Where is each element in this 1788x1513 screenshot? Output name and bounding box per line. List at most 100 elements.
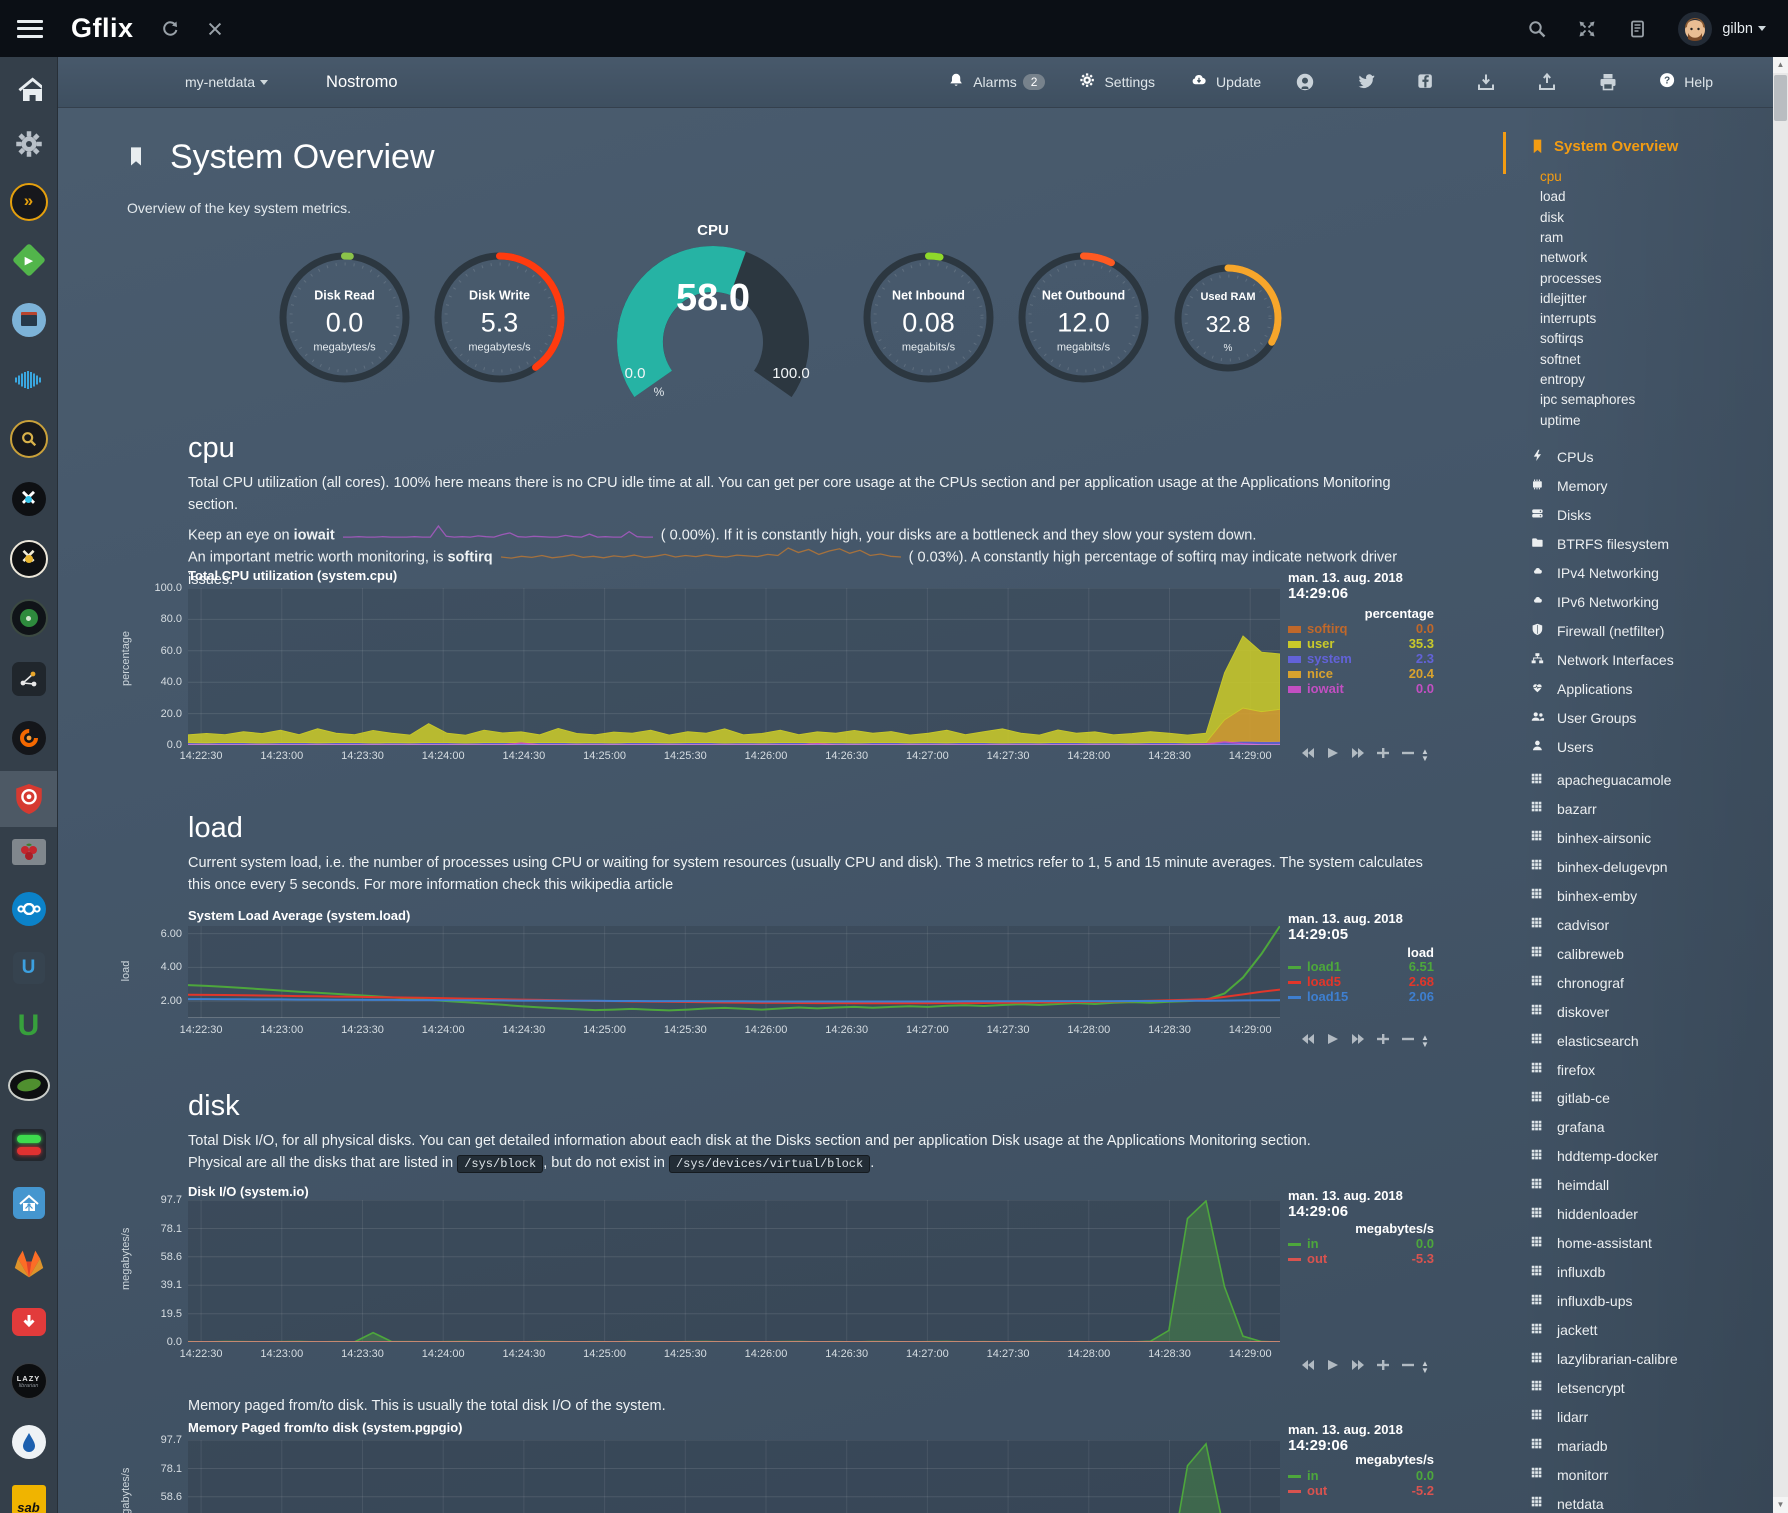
sidebar-app-influxdb-ups[interactable]: influxdb-ups (1530, 1293, 1633, 1309)
legend-item-user[interactable]: user (1288, 636, 1334, 651)
hamburger-icon[interactable] (17, 20, 43, 38)
gauge-net-outbound[interactable]: Net Outbound 12.0 megabits/s (1016, 250, 1151, 385)
duplicati-icon[interactable] (0, 1414, 57, 1470)
chart-rewind-button[interactable] (1302, 1034, 1314, 1044)
chart-canvas[interactable] (188, 1440, 1280, 1513)
sidebar-app-binhex-delugevpn[interactable]: binhex-delugevpn (1530, 859, 1668, 875)
sidebar-link-cpu[interactable]: cpu (1540, 169, 1562, 184)
chart-rewind-button[interactable] (1302, 748, 1314, 758)
home-icon[interactable] (0, 61, 57, 117)
sidebar-app-calibreweb[interactable]: calibreweb (1530, 946, 1624, 962)
chart-zoom-out-button[interactable] (1402, 1034, 1414, 1044)
legend-item-load15[interactable]: load15 (1288, 989, 1348, 1004)
home-assistant-icon[interactable] (0, 1175, 57, 1231)
chart-canvas[interactable] (188, 588, 1280, 745)
sidebar-link-network[interactable]: network (1540, 250, 1587, 265)
facebook-icon[interactable] (1417, 73, 1442, 91)
gauge-net-inbound[interactable]: Net Inbound 0.08 megabits/s (861, 250, 996, 385)
lazylibrarian-icon[interactable]: LAZYlibrarian (0, 1353, 57, 1409)
chart-zoom-out-button[interactable] (1402, 1360, 1414, 1370)
sidebar-section-ipv4-networking[interactable]: IPv4 Networking (1530, 565, 1659, 581)
sidebar-app-mariadb[interactable]: mariadb (1530, 1438, 1608, 1454)
user-menu[interactable]: gilbn (1722, 21, 1753, 37)
chart-canvas[interactable] (188, 926, 1280, 1018)
sidebar-app-jackett[interactable]: jackett (1530, 1322, 1597, 1338)
avatar[interactable] (1677, 11, 1713, 47)
sidebar-link-softnet[interactable]: softnet (1540, 352, 1581, 367)
sidebar-section-disks[interactable]: Disks (1530, 507, 1591, 523)
sidebar-link-uptime[interactable]: uptime (1540, 413, 1581, 428)
legend-item-out[interactable]: out (1288, 1483, 1327, 1498)
chart-play-button[interactable] (1327, 1034, 1339, 1044)
sidebar-app-grafana[interactable]: grafana (1530, 1119, 1604, 1135)
scrollbar-thumb[interactable] (1774, 75, 1787, 121)
airsonic-icon[interactable] (0, 352, 57, 408)
sidebar-link-ipc-semaphores[interactable]: ipc semaphores (1540, 392, 1635, 407)
settings-button[interactable]: Settings (1079, 72, 1155, 93)
downloader-icon[interactable] (0, 1294, 57, 1350)
close-icon[interactable] (206, 20, 224, 38)
sidebar-section-cpus[interactable]: CPUs (1530, 449, 1594, 465)
sidebar-link-interrupts[interactable]: interrupts (1540, 311, 1596, 326)
monitorr-icon[interactable] (0, 1117, 57, 1173)
sidebar-link-disk[interactable]: disk (1540, 210, 1564, 225)
sidebar-app-binhex-emby[interactable]: binhex-emby (1530, 888, 1637, 904)
chart-fast-forward-button[interactable] (1352, 1034, 1364, 1044)
sidebar-header-system-overview[interactable]: System Overview (1530, 137, 1678, 155)
chart-zoom-in-button[interactable] (1377, 1360, 1389, 1370)
search-icon[interactable] (1527, 19, 1547, 39)
unifi-icon[interactable]: U (0, 940, 57, 996)
chart-resize-handle[interactable]: ▲▼ (1418, 748, 1432, 762)
sidebar-link-idlejitter[interactable]: idlejitter (1540, 291, 1587, 306)
sidebar-app-bazarr[interactable]: bazarr (1530, 801, 1597, 817)
legend-item-system[interactable]: system (1288, 651, 1352, 666)
legend-item-in[interactable]: in (1288, 1468, 1319, 1483)
update-button[interactable]: Update (1189, 73, 1261, 92)
raspberrypi-icon[interactable] (0, 824, 57, 880)
sidebar-app-elasticsearch[interactable]: elasticsearch (1530, 1033, 1639, 1049)
legend-item-nice[interactable]: nice (1288, 666, 1333, 681)
sidebar-section-users[interactable]: Users (1530, 739, 1594, 755)
sidebar-app-cadvisor[interactable]: cadvisor (1530, 917, 1609, 933)
sidebar-app-home-assistant[interactable]: home-assistant (1530, 1235, 1652, 1251)
refresh-icon[interactable] (160, 19, 180, 39)
legend-item-load5[interactable]: load5 (1288, 974, 1341, 989)
chart-fast-forward-button[interactable] (1352, 748, 1364, 758)
emby-alt-icon[interactable]: × (0, 531, 57, 587)
legend-item-softirq[interactable]: softirq (1288, 621, 1347, 636)
sidebar-app-chronograf[interactable]: chronograf (1530, 975, 1624, 991)
legend-item-in[interactable]: in (1288, 1236, 1319, 1251)
sidebar-app-letsencrypt[interactable]: letsencrypt (1530, 1380, 1625, 1396)
sidebar-section-ipv6-networking[interactable]: IPv6 Networking (1530, 594, 1659, 610)
sidebar-app-binhex-airsonic[interactable]: binhex-airsonic (1530, 830, 1651, 846)
sidebar-section-applications[interactable]: Applications (1530, 681, 1633, 697)
reader-icon[interactable] (1627, 19, 1647, 39)
sidebar-app-gitlab-ce[interactable]: gitlab-ce (1530, 1090, 1610, 1106)
chart-resize-handle[interactable]: ▲▼ (1418, 1360, 1432, 1374)
print-icon[interactable] (1598, 72, 1625, 92)
chart-zoom-in-button[interactable] (1377, 1034, 1389, 1044)
sidebar-app-netdata[interactable]: netdata (1530, 1496, 1604, 1512)
emby-icon[interactable]: ▶ (0, 232, 57, 288)
sidebar-section-user-groups[interactable]: User Groups (1530, 710, 1636, 726)
github-icon[interactable] (1295, 72, 1322, 92)
chart-play-button[interactable] (1327, 748, 1339, 758)
media-app-icon[interactable] (0, 292, 57, 348)
help-button[interactable]: ?Help (1659, 72, 1713, 93)
sidebar-app-lidarr[interactable]: lidarr (1530, 1409, 1588, 1425)
chart-rewind-button[interactable] (1302, 1360, 1314, 1370)
sidebar-link-ram[interactable]: ram (1540, 230, 1563, 245)
server-dropdown[interactable]: my-netdata (185, 74, 268, 90)
sidebar-app-firefox[interactable]: firefox (1530, 1062, 1595, 1078)
sidebar-app-heimdall[interactable]: heimdall (1530, 1177, 1609, 1193)
scrollbar-down-arrow[interactable]: ▼ (1773, 1497, 1788, 1513)
shield-app-icon[interactable] (0, 771, 57, 827)
sidebar-link-softirqs[interactable]: softirqs (1540, 331, 1584, 346)
twitter-icon[interactable] (1356, 73, 1383, 91)
gauge-cpu[interactable]: CPU 58.0 0.0 100.0 % (603, 222, 823, 400)
chart-play-button[interactable] (1327, 1360, 1339, 1370)
upload-icon[interactable] (1537, 72, 1564, 92)
sidebar-link-entropy[interactable]: entropy (1540, 372, 1585, 387)
scrollbar-up-arrow[interactable]: ▲ (1773, 57, 1788, 73)
deluge-icon[interactable] (0, 590, 57, 646)
